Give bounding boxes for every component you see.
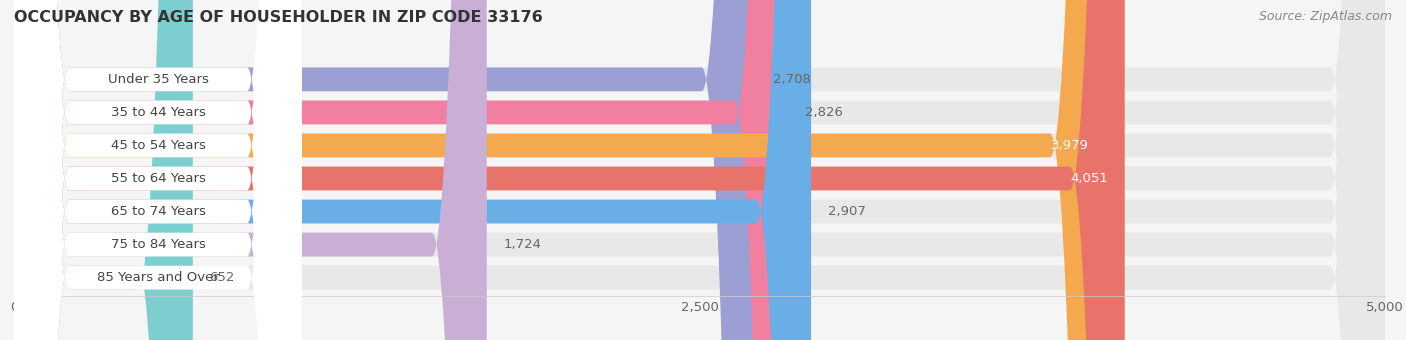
FancyBboxPatch shape xyxy=(14,0,1385,340)
FancyBboxPatch shape xyxy=(14,0,302,340)
Text: 652: 652 xyxy=(209,271,235,284)
FancyBboxPatch shape xyxy=(14,0,302,340)
FancyBboxPatch shape xyxy=(14,0,302,340)
FancyBboxPatch shape xyxy=(14,0,486,340)
Text: 4,051: 4,051 xyxy=(1070,172,1108,185)
FancyBboxPatch shape xyxy=(14,0,1385,340)
Text: 2,907: 2,907 xyxy=(828,205,866,218)
FancyBboxPatch shape xyxy=(14,0,1385,340)
Text: 55 to 64 Years: 55 to 64 Years xyxy=(111,172,205,185)
FancyBboxPatch shape xyxy=(14,0,811,340)
FancyBboxPatch shape xyxy=(14,0,302,340)
Text: 2,708: 2,708 xyxy=(773,73,811,86)
FancyBboxPatch shape xyxy=(14,0,1385,340)
Text: 3,979: 3,979 xyxy=(1050,139,1088,152)
FancyBboxPatch shape xyxy=(14,0,193,340)
FancyBboxPatch shape xyxy=(14,0,302,340)
Text: OCCUPANCY BY AGE OF HOUSEHOLDER IN ZIP CODE 33176: OCCUPANCY BY AGE OF HOUSEHOLDER IN ZIP C… xyxy=(14,10,543,25)
Text: 1,724: 1,724 xyxy=(503,238,541,251)
Text: Under 35 Years: Under 35 Years xyxy=(108,73,208,86)
Text: 75 to 84 Years: 75 to 84 Years xyxy=(111,238,205,251)
Text: 45 to 54 Years: 45 to 54 Years xyxy=(111,139,205,152)
FancyBboxPatch shape xyxy=(14,0,1385,340)
Text: 35 to 44 Years: 35 to 44 Years xyxy=(111,106,205,119)
FancyBboxPatch shape xyxy=(14,0,1385,340)
FancyBboxPatch shape xyxy=(14,0,756,340)
FancyBboxPatch shape xyxy=(14,0,1125,340)
FancyBboxPatch shape xyxy=(14,0,1105,340)
Text: Source: ZipAtlas.com: Source: ZipAtlas.com xyxy=(1258,10,1392,23)
Text: 85 Years and Over: 85 Years and Over xyxy=(97,271,219,284)
FancyBboxPatch shape xyxy=(14,0,302,340)
FancyBboxPatch shape xyxy=(14,0,302,340)
Text: 65 to 74 Years: 65 to 74 Years xyxy=(111,205,205,218)
FancyBboxPatch shape xyxy=(14,0,1385,340)
Text: 2,826: 2,826 xyxy=(806,106,844,119)
FancyBboxPatch shape xyxy=(14,0,789,340)
